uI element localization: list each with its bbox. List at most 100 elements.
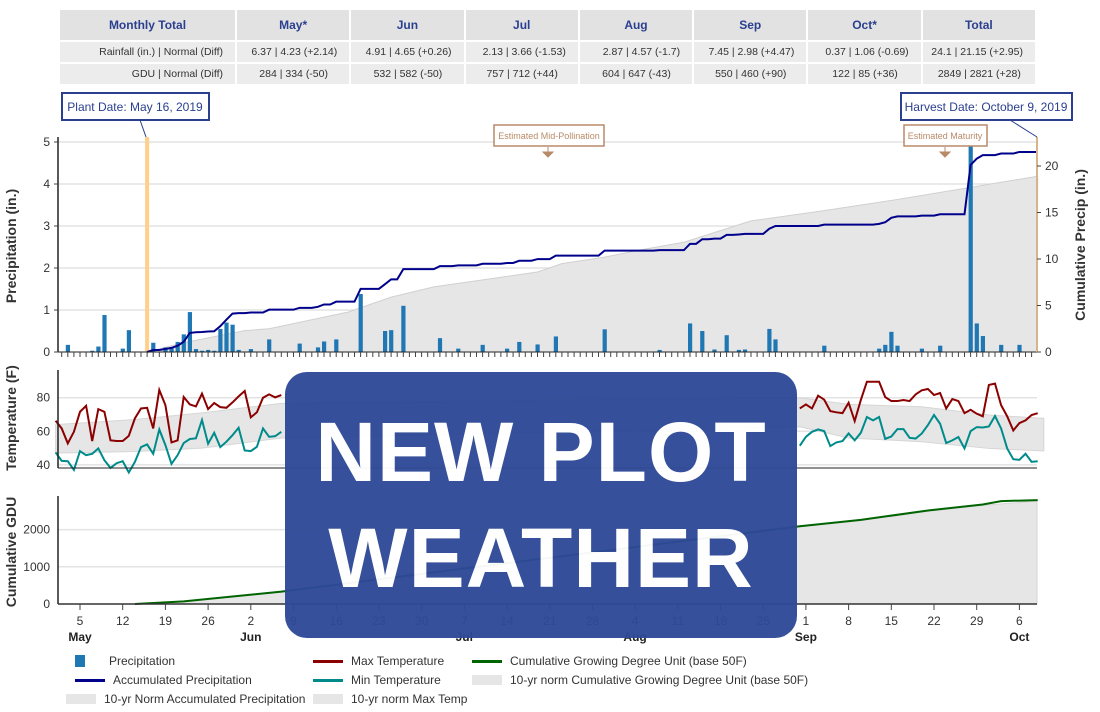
precip-bar — [822, 345, 827, 352]
harvest-date-label: Harvest Date: October 9, 2019 — [905, 100, 1068, 114]
table-row-rainfall: Rainfall (in.) | Normal (Diff) 6.37 | 4.… — [60, 40, 1038, 63]
legend-item[interactable]: Cumulative Growing Degree Unit (base 50F… — [472, 654, 747, 668]
precip-bar — [126, 330, 131, 352]
precip-bar — [230, 324, 235, 352]
banner-line-2: WEATHER — [328, 511, 754, 605]
legend-item[interactable]: 10-yr norm Max Temp — [313, 692, 467, 706]
harvest-date-connector — [1009, 119, 1038, 138]
y-tick-label: 1000 — [23, 560, 50, 574]
table-cell: 2849 | 2821 (+28) — [921, 62, 1038, 84]
legend-label: Cumulative Growing Degree Unit (base 50F… — [510, 654, 747, 668]
arrow-down-icon — [938, 147, 952, 158]
precip-bar — [206, 349, 211, 352]
new-plot-weather-banner: NEW PLOT WEATHER — [285, 372, 797, 638]
precip-bar — [895, 345, 900, 352]
header-cell: Monthly Total — [60, 10, 237, 41]
precip-bar — [700, 331, 705, 352]
x-tick-label: 29 — [970, 614, 984, 628]
y-tick-label: 4 — [43, 177, 50, 191]
table-cell: 24.1 | 21.15 (+2.95) — [921, 40, 1038, 63]
line-swatch-icon — [313, 659, 343, 663]
precip-bar — [175, 341, 180, 352]
precip-bar — [553, 336, 558, 352]
precip-bar — [193, 349, 199, 352]
precip-bar — [315, 347, 321, 352]
precip-bar — [883, 344, 888, 352]
header-cell: Aug — [578, 10, 695, 41]
precip-bar — [218, 328, 223, 352]
precip-bar — [1017, 344, 1022, 352]
y-tick-label: 40 — [37, 458, 51, 472]
precip-bar — [151, 342, 156, 352]
min-temp-line — [54, 416, 282, 475]
table-cell: 2.87 | 4.57 (-1.7) — [578, 40, 695, 63]
y2-tick-label: 15 — [1045, 206, 1059, 220]
x-tick-label: 1 — [803, 614, 810, 628]
precip-bar — [236, 349, 241, 352]
table-cell: 6.37 | 4.23 (+2.14) — [236, 40, 352, 63]
x-month-label: Sep — [795, 630, 817, 644]
y-tick-label: 80 — [37, 391, 51, 405]
table-cell: 604 | 647 (-43) — [578, 62, 695, 84]
legend-label: Min Temperature — [351, 673, 441, 687]
legend-label: 10-yr norm Max Temp — [351, 692, 468, 706]
legend-label: 10-yr norm Cumulative Growing Degree Uni… — [510, 673, 809, 687]
precip-bar — [96, 346, 101, 352]
band-swatch-icon — [472, 675, 502, 685]
precip-bar — [120, 348, 125, 352]
band-swatch-icon — [66, 694, 96, 704]
precip-swatch-icon — [75, 655, 85, 667]
table-cell: 122 | 85 (+36) — [807, 62, 923, 84]
legend-item[interactable]: Max Temperature — [313, 654, 444, 668]
y-tick-label: 5 — [43, 135, 50, 149]
maturity-label: Estimated Maturity — [908, 131, 983, 141]
precip-bar — [535, 344, 540, 352]
header-cell: Total — [921, 10, 1038, 41]
legend-item[interactable]: 10-yr Norm Accumulated Precipitation — [66, 692, 305, 706]
row-label: Rainfall (in.) | Normal (Diff) — [60, 40, 237, 63]
table-row-gdu: GDU | Normal (Diff) 284 | 334 (-50) 532 … — [60, 62, 1038, 84]
plant-date-box — [61, 92, 210, 121]
precip-bar — [322, 341, 327, 352]
x-tick-label: 19 — [159, 614, 173, 628]
legend-item[interactable]: Accumulated Precipitation — [75, 673, 252, 687]
header-cell: Oct* — [807, 10, 923, 41]
precip-bar — [877, 348, 882, 352]
table-cell: 0.37 | 1.06 (-0.69) — [807, 40, 923, 63]
y-tick-label: 1 — [43, 303, 50, 317]
gdu-line — [134, 499, 1038, 605]
x-tick-label: 26 — [201, 614, 215, 628]
monthly-summary-table: Monthly Total May* Jun Jul Aug Sep Oct* … — [60, 10, 1038, 84]
precip-bar — [773, 339, 778, 352]
min-temp-line — [798, 413, 1038, 463]
harvest-date-annotation: Harvest Date: October 9, 2019 — [900, 92, 1073, 138]
precip-bar — [383, 331, 388, 352]
precip-bar — [456, 348, 461, 352]
precip-bar — [688, 323, 693, 352]
precip-bar — [224, 322, 229, 352]
x-tick-label: 22 — [927, 614, 941, 628]
maturity-annotation: Estimated Maturity — [903, 124, 988, 158]
legend-label: Precipitation — [109, 654, 176, 668]
row-label: GDU | Normal (Diff) — [60, 62, 237, 84]
harvest-date-box — [900, 92, 1073, 121]
mid-pollination-label: Estimated Mid-Pollination — [498, 131, 600, 141]
precip-bar — [65, 344, 70, 352]
precip-bar — [267, 339, 272, 352]
legend-item[interactable]: 10-yr norm Cumulative Growing Degree Uni… — [472, 673, 808, 687]
band-swatch-icon — [313, 694, 343, 704]
plant-date-line — [145, 137, 150, 352]
precip-bar — [480, 344, 485, 352]
legend-item[interactable]: Precipitation — [75, 654, 175, 668]
legend-item[interactable]: Min Temperature — [313, 673, 441, 687]
table-cell: 2.13 | 3.66 (-1.53) — [464, 40, 580, 63]
precip-bar — [334, 339, 339, 352]
precip-bar — [517, 341, 522, 352]
precip-bar — [724, 335, 729, 352]
x-tick-label: 5 — [77, 614, 84, 628]
cum-precip-axis-title: Cumulative Precip (in.) — [1072, 169, 1088, 321]
y-tick-label: 2 — [43, 261, 50, 275]
y-tick-label: 2000 — [23, 523, 50, 537]
temperature-axis-title: Temperature (F) — [3, 365, 19, 471]
plant-date-label: Plant Date: May 16, 2019 — [67, 100, 203, 114]
